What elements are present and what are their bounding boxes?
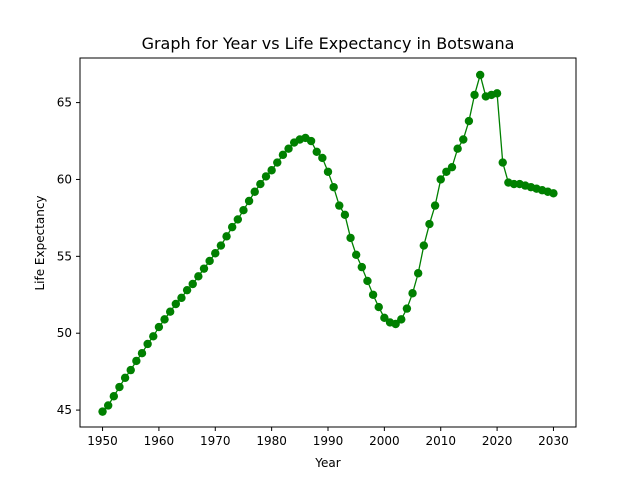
y-axis-label: Life Expectancy	[33, 195, 47, 290]
x-tick-label: 1960	[144, 434, 175, 448]
chart-title: Graph for Year vs Life Expectancy in Bot…	[142, 34, 515, 53]
data-point	[278, 150, 288, 160]
data-point	[120, 373, 130, 382]
data-point	[413, 269, 423, 278]
data-point	[306, 136, 316, 146]
x-axis-label: Year	[314, 456, 340, 470]
data-point	[154, 322, 164, 332]
data-point	[498, 158, 507, 167]
plot-area	[98, 70, 558, 416]
x-tick-label: 2030	[538, 434, 569, 448]
data-point	[453, 144, 462, 153]
x-tick-label: 1970	[200, 434, 231, 448]
data-point	[442, 167, 451, 176]
data-point	[408, 289, 417, 298]
data-point	[182, 285, 192, 295]
data-point	[425, 219, 434, 229]
data-point	[351, 250, 361, 259]
data-point	[323, 167, 333, 176]
data-point	[402, 304, 412, 313]
data-point	[470, 90, 479, 100]
data-point	[211, 249, 220, 258]
data-point	[188, 279, 197, 289]
x-tick-label: 2000	[369, 434, 400, 448]
data-point	[273, 158, 282, 167]
data-point	[126, 365, 135, 375]
data-point	[109, 392, 119, 401]
data-point	[149, 332, 158, 341]
x-tick-label: 1980	[256, 434, 287, 448]
data-point	[447, 162, 457, 172]
data-point	[284, 144, 293, 153]
data-point	[115, 382, 124, 392]
x-axis: 1950 1960 1970 1980 1990 2000 2010 2020 2030	[87, 427, 569, 448]
data-point	[143, 339, 152, 349]
data-point	[98, 407, 107, 416]
series-line	[102, 72, 554, 413]
data-point	[199, 264, 209, 273]
data-point	[475, 70, 485, 80]
data-point	[368, 290, 378, 299]
data-point	[256, 179, 265, 189]
x-tick-label: 2010	[425, 434, 456, 448]
data-point	[177, 293, 186, 303]
data-point	[227, 222, 237, 232]
data-point	[160, 315, 169, 324]
data-point	[459, 135, 468, 144]
data-point	[267, 166, 276, 175]
y-tick-label: 60	[57, 172, 72, 186]
data-point	[222, 232, 231, 241]
data-point	[216, 241, 226, 250]
data-point	[194, 272, 203, 281]
data-point	[492, 89, 502, 98]
data-point	[346, 233, 355, 243]
data-point	[233, 215, 243, 224]
data-point	[239, 206, 248, 215]
y-tick-label: 55	[57, 249, 72, 263]
data-point	[430, 201, 440, 210]
axes-frame	[79, 57, 577, 428]
y-axis: 45 50 55 60 65	[57, 96, 80, 417]
data-point	[363, 276, 372, 286]
data-point	[205, 256, 214, 266]
data-point	[103, 401, 113, 410]
x-tick-label: 2020	[482, 434, 513, 448]
data-point	[436, 175, 445, 184]
y-tick-label: 65	[57, 96, 72, 110]
data-point	[137, 349, 147, 358]
data-point	[312, 147, 321, 156]
data-point	[165, 307, 175, 316]
data-point	[464, 116, 474, 126]
data-point	[391, 319, 400, 329]
x-tick-label: 1990	[313, 434, 344, 448]
data-point	[132, 356, 141, 366]
data-point	[340, 210, 350, 220]
data-point	[397, 315, 406, 324]
data-point	[250, 187, 259, 196]
data-point	[419, 241, 429, 250]
x-tick-label: 1950	[87, 434, 118, 448]
data-point	[318, 153, 327, 163]
data-point	[329, 182, 338, 192]
data-point	[335, 201, 344, 210]
data-point	[171, 299, 181, 309]
data-point	[380, 313, 389, 323]
data-point	[357, 262, 367, 272]
data-point	[261, 172, 271, 181]
y-tick-label: 50	[57, 326, 72, 340]
data-point	[244, 196, 254, 206]
data-point	[374, 302, 383, 312]
data-point	[549, 189, 558, 198]
y-tick-label: 45	[57, 403, 72, 417]
